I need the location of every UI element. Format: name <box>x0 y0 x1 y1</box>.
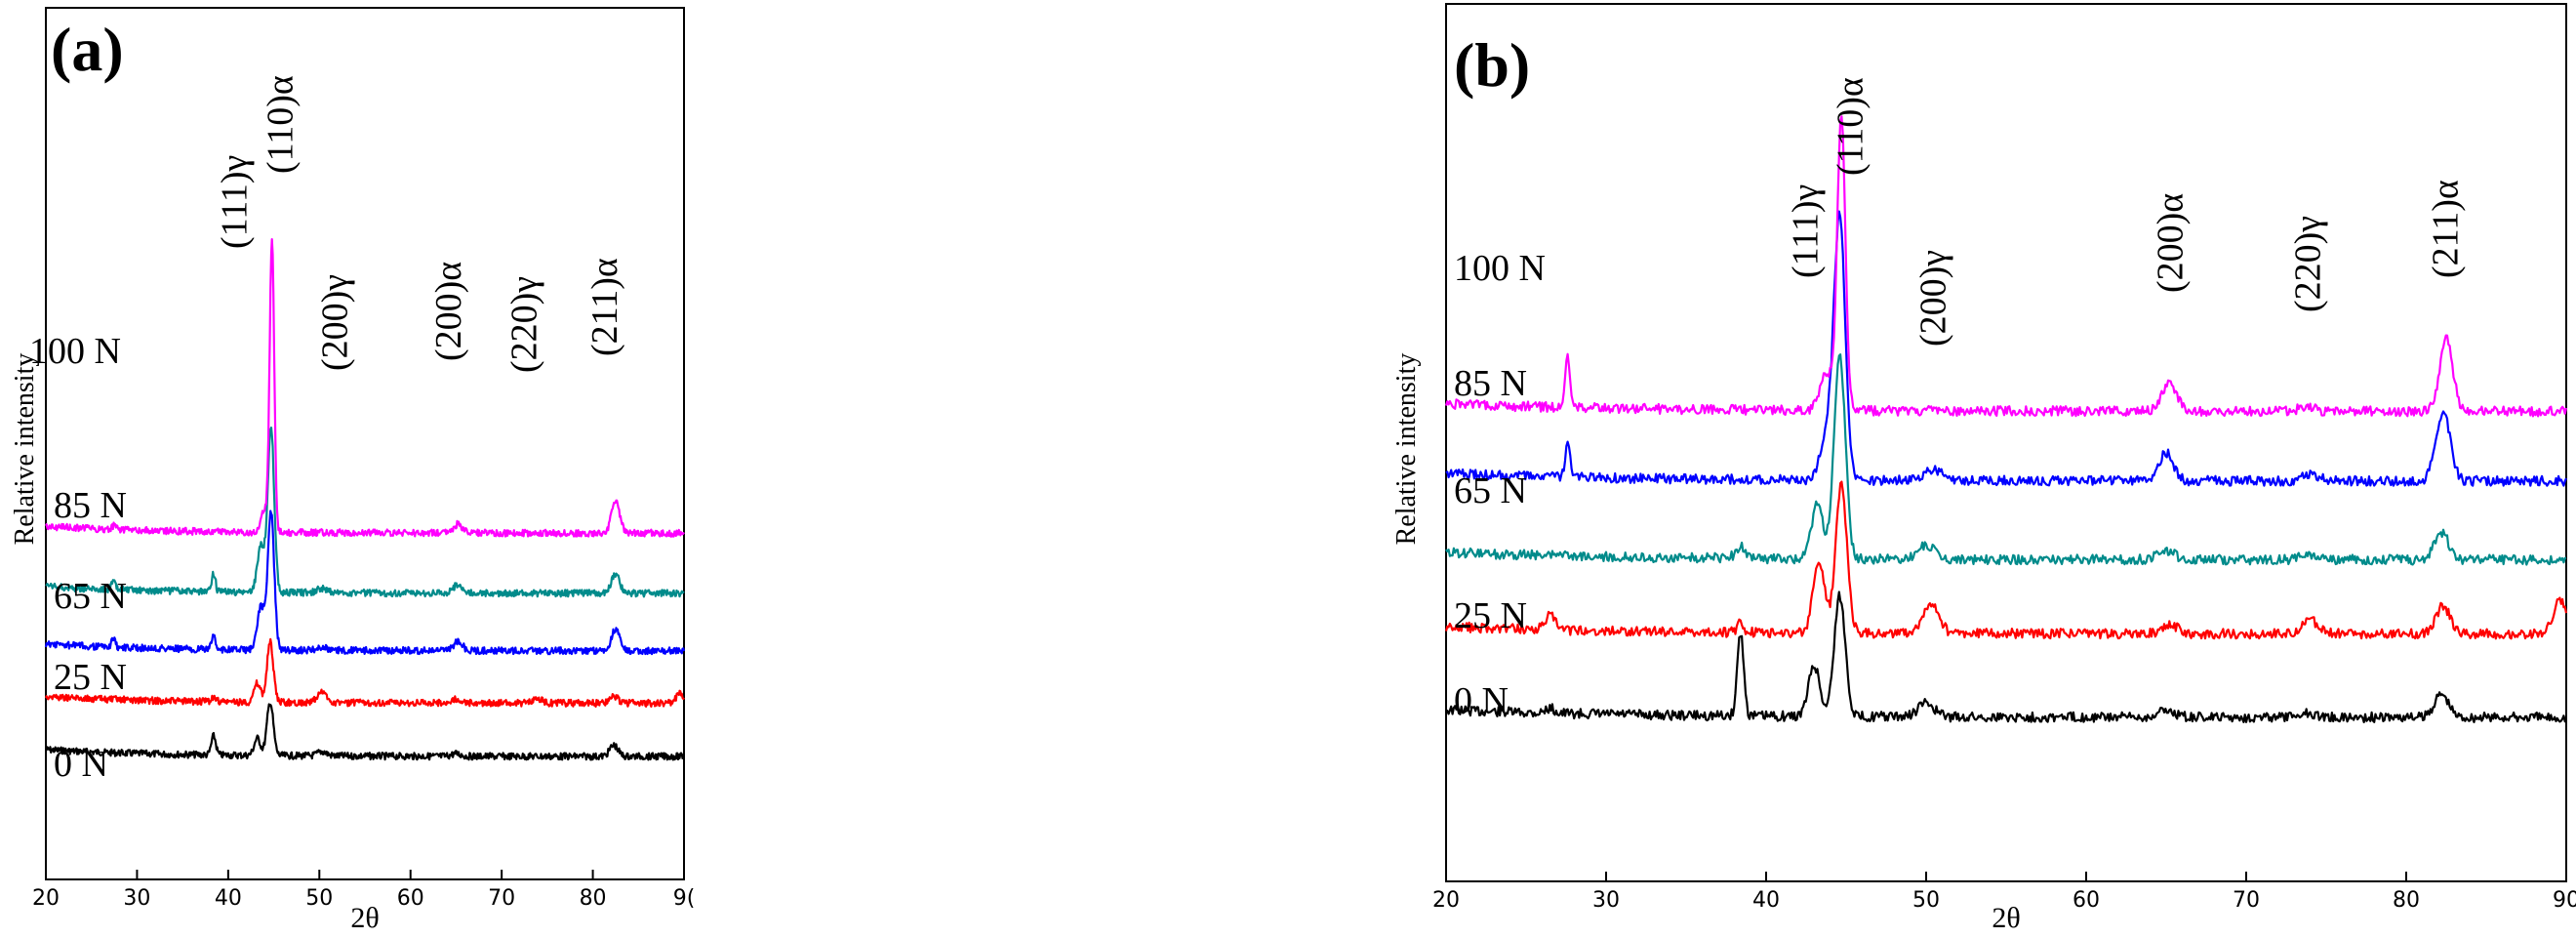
x-axis-label: 2θ <box>1992 902 2020 934</box>
peak-annotations: (111)γ (110)α (200)γ (200)α (220)γ (211)… <box>1786 77 2467 347</box>
x-tick-label: 20 <box>1432 888 1460 913</box>
trace-85n <box>1445 210 2568 487</box>
x-tick-label: 70 <box>2233 888 2260 913</box>
trace-65n <box>44 510 686 656</box>
series-label-65n: 65 N <box>1454 470 1527 511</box>
peak-annotations: (111)γ (110)α (200)γ (200)α (220)γ (211)… <box>215 75 625 373</box>
trace-65n <box>1445 353 2567 566</box>
x-tick-label: 30 <box>123 886 150 911</box>
x-axis-label: 2θ <box>350 902 379 934</box>
x-tick-label: 80 <box>580 886 607 911</box>
x-tick-label: 70 <box>488 886 515 911</box>
panel-a: (a) 2θ Relative intensity 20 30 40 50 60 70 80… <box>0 0 1210 938</box>
series-labels: 0 N 25 N 65 N 85 N 100 N <box>1454 248 1546 721</box>
peak-label-200-alpha: (200)α <box>428 262 469 361</box>
series-label-0n: 0 N <box>1454 680 1509 721</box>
x-tick-label: 90 <box>2553 888 2576 913</box>
x-tick-label: 60 <box>2073 888 2100 913</box>
panel-b: (b) 2θ Relative intensity 20 30 40 50 60 70 80… <box>1308 0 2576 938</box>
x-tick-label: 50 <box>1912 888 1940 913</box>
x-axis-ticks: 20 30 40 50 60 70 80 9( <box>32 870 695 911</box>
series-label-25n: 25 N <box>1454 595 1527 636</box>
series-label-100n: 100 N <box>1454 248 1546 289</box>
trace-85n <box>45 427 685 598</box>
x-axis-ticks: 20 30 40 50 60 70 80 90 <box>1432 872 2576 913</box>
panel-label: (a) <box>51 15 124 84</box>
x-tick-label: 40 <box>1752 888 1780 913</box>
y-axis-label: Relative intensity <box>10 353 40 546</box>
series-traces <box>44 238 686 761</box>
x-tick-label: 20 <box>32 886 60 911</box>
trace-0n <box>45 703 685 761</box>
series-label-0n: 0 N <box>54 744 108 785</box>
peak-label-111-gamma: (111)γ <box>215 155 256 249</box>
peak-label-220-gamma: (220)γ <box>2287 216 2328 312</box>
trace-0n <box>1445 591 2568 724</box>
x-tick-label: 50 <box>305 886 333 911</box>
y-axis-label: Relative intensity <box>1391 353 1422 546</box>
plot-frame <box>1445 3 2567 882</box>
peak-label-200-gamma: (200)γ <box>314 274 355 371</box>
x-tick-label: 40 <box>215 886 242 911</box>
peak-label-110-alpha: (110)α <box>260 75 301 174</box>
x-tick-label: 9( <box>673 886 696 911</box>
xrd-chart-a: (a) 2θ Relative intensity 20 30 40 50 60 70 80… <box>10 7 695 934</box>
peak-label-111-gamma: (111)γ <box>1786 184 1827 278</box>
trace-25n <box>1444 480 2568 640</box>
peak-label-110-alpha: (110)α <box>1830 77 1871 176</box>
series-label-85n: 85 N <box>1454 363 1527 404</box>
trace-100n <box>45 238 685 538</box>
series-label-65n: 65 N <box>54 576 127 617</box>
plot-frame <box>45 7 685 880</box>
panel-label: (b) <box>1454 30 1530 100</box>
series-label-25n: 25 N <box>54 657 127 698</box>
peak-label-220-gamma: (220)γ <box>504 276 545 373</box>
x-tick-label: 30 <box>1592 888 1620 913</box>
series-labels: 0 N 25 N 65 N 85 N 100 N <box>29 331 127 785</box>
peak-label-200-alpha: (200)α <box>2150 193 2191 293</box>
x-tick-label: 80 <box>2393 888 2420 913</box>
series-traces <box>1444 115 2568 724</box>
peak-label-211-alpha: (211)α <box>584 258 625 356</box>
xrd-chart-b: (b) 2θ Relative intensity 20 30 40 50 60 70 80… <box>1391 3 2576 934</box>
peak-label-211-alpha: (211)α <box>2426 180 2467 278</box>
trace-100n <box>1444 115 2568 418</box>
series-label-85n: 85 N <box>54 485 127 526</box>
peak-label-200-gamma: (200)γ <box>1913 250 1954 347</box>
x-tick-label: 60 <box>397 886 424 911</box>
series-label-100n: 100 N <box>29 331 121 372</box>
trace-25n <box>44 637 685 709</box>
